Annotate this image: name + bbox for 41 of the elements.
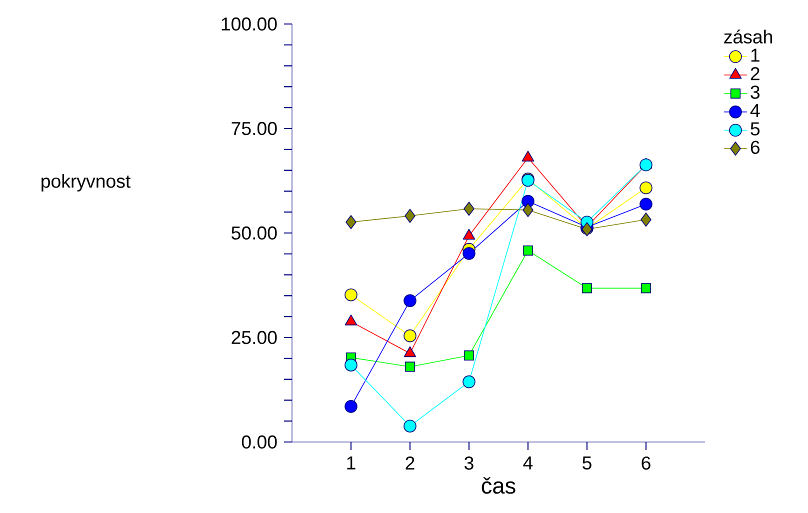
y-tick-label: 50.00 — [232, 226, 277, 240]
point — [404, 420, 416, 432]
point — [404, 329, 416, 342]
point — [640, 158, 652, 172]
point — [522, 202, 534, 218]
point — [404, 362, 416, 372]
x-tick-label: 3 — [464, 456, 474, 470]
point — [462, 375, 476, 388]
point — [346, 215, 356, 230]
legend-label: 1 — [751, 48, 760, 62]
y-tick-label: 75.00 — [232, 122, 277, 136]
x-tick-label: 5 — [582, 456, 592, 470]
x-tick-label: 6 — [642, 456, 650, 470]
point — [640, 212, 652, 227]
y-tick-label: 100.00 — [222, 17, 277, 31]
y-tick-label: 0.00 — [242, 435, 277, 449]
point — [344, 400, 358, 413]
x-axis-title: čas — [482, 477, 516, 494]
legend-label: 5 — [750, 122, 760, 136]
y-axis-title: pokryvnost — [42, 174, 130, 192]
point — [522, 245, 534, 256]
point — [404, 208, 416, 223]
x-tick-label: 2 — [406, 456, 414, 470]
point — [344, 288, 358, 302]
legend-title: zásah — [724, 30, 772, 44]
legend-label: 6 — [750, 140, 760, 154]
point — [344, 358, 358, 372]
legend-label: 2 — [750, 67, 760, 80]
x-tick-label: 4 — [523, 456, 533, 470]
point — [462, 247, 476, 260]
point — [582, 283, 592, 294]
x-tick-label: 1 — [347, 456, 356, 470]
y-tick-label: 25.00 — [232, 330, 277, 344]
point — [464, 202, 474, 216]
point — [640, 198, 652, 211]
legend-label: 4 — [750, 104, 760, 117]
point — [640, 181, 652, 194]
point — [464, 350, 474, 361]
point — [404, 294, 416, 308]
point — [640, 283, 652, 294]
legend-label: 3 — [750, 86, 760, 99]
